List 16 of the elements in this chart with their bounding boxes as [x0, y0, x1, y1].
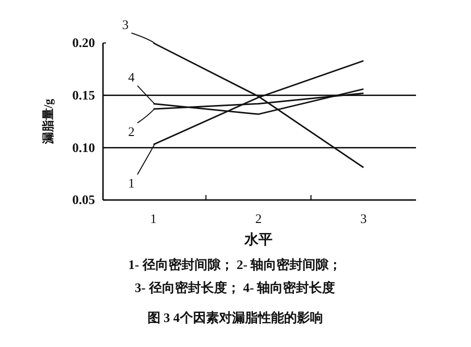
y-tick-label: 0.10 [72, 140, 95, 155]
y-tick-label: 0.15 [72, 87, 96, 102]
y-axis-title: 漏脂量/g [41, 98, 55, 146]
x-tick-label: 2 [255, 211, 262, 226]
legend-label: 2 [128, 124, 135, 139]
text: 3 [122, 17, 129, 32]
x-tick-label: 3 [360, 211, 367, 226]
y-tick-label: 0.05 [72, 192, 96, 208]
caption: 图 3 4个因素对漏脂性能的影响 [147, 310, 323, 325]
y-tick-label: 0.20 [72, 35, 95, 50]
text: 1- 径向密封间隙； 2- 轴向密封间隙； [128, 257, 342, 272]
x-tick-label: 1 [150, 211, 157, 226]
text: 3- 径向密封长度； 4- 轴向密封长度 [134, 280, 336, 295]
x-axis-title: 水平 [244, 232, 272, 248]
text: 4 [128, 70, 136, 85]
legend-label: 1 [128, 176, 135, 191]
